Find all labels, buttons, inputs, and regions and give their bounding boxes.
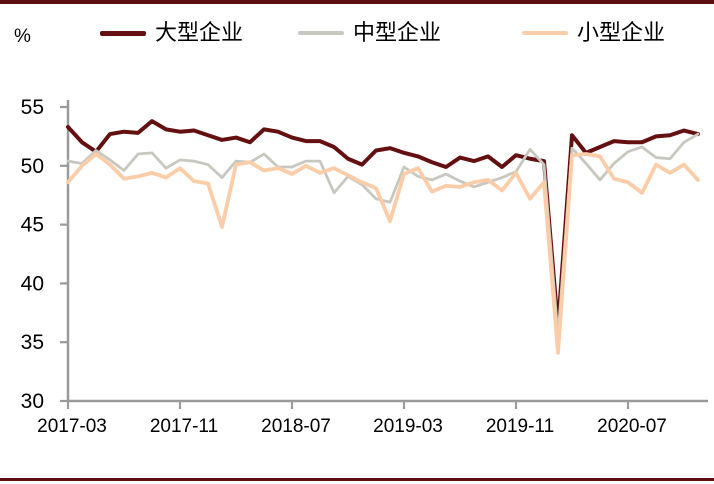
legend-label-medium-enterprise: 中型企业: [353, 20, 442, 45]
bottom-border-rule: [0, 478, 714, 481]
top-border-rule: [0, 0, 714, 4]
svg-text:2019-11: 2019-11: [486, 416, 554, 437]
svg-text:45: 45: [21, 214, 44, 237]
svg-text:2017-03: 2017-03: [37, 416, 107, 437]
svg-text:55: 55: [21, 96, 44, 119]
svg-text:2017-11: 2017-11: [150, 416, 218, 437]
legend-swatch-medium-enterprise: [298, 31, 344, 35]
y-axis-unit-label: %: [14, 26, 31, 47]
legend-item-large-enterprise: 大型企业: [100, 18, 243, 48]
legend-item-medium-enterprise: 中型企业: [298, 18, 441, 48]
svg-text:40: 40: [21, 272, 44, 295]
legend-item-small-enterprise: 小型企业: [522, 18, 665, 48]
svg-text:30: 30: [21, 390, 44, 413]
svg-text:2018-07: 2018-07: [261, 416, 331, 437]
svg-text:2020-07: 2020-07: [597, 416, 667, 437]
svg-text:35: 35: [21, 331, 44, 354]
chart-legend: 大型企业 中型企业 小型企业: [0, 18, 714, 48]
legend-label-large-enterprise: 大型企业: [155, 20, 244, 45]
svg-text:2019-03: 2019-03: [373, 416, 443, 437]
legend-label-small-enterprise: 小型企业: [577, 20, 666, 45]
legend-swatch-large-enterprise: [100, 30, 146, 36]
legend-swatch-small-enterprise: [522, 30, 568, 36]
svg-text:50: 50: [21, 155, 44, 178]
